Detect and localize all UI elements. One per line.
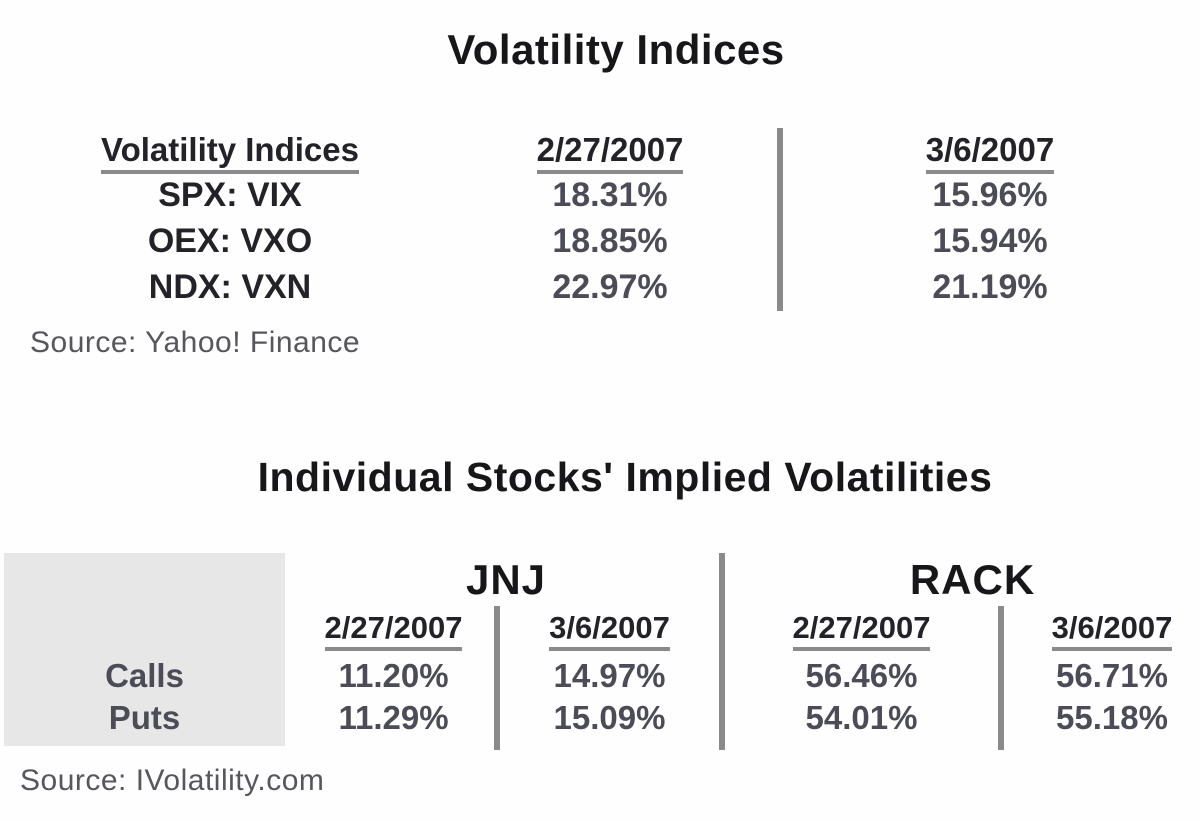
table-row: OEX: VXO 18.85% 15.94% [0,222,1200,266]
group-divider [719,553,725,750]
table-row: SPX: VIX 18.31% 15.96% [0,176,1200,220]
index-value: 15.96% [932,176,1048,214]
column-divider [998,606,1004,750]
indices-row-header: Volatility Indices [30,131,430,174]
stock-group-header-row: JNJ RACK [0,556,1200,603]
index-name-spx-vix: SPX: VIX [158,176,302,214]
ivolatility-source-note: Source: IVolatility.com [20,764,325,797]
calls-value-jnj-2: 14.97% [553,657,666,694]
stock-group-rack: RACK [909,556,1036,603]
indices-header-row: Volatility Indices 2/27/2007 3/6/2007 [0,131,1200,175]
calls-value-jnj-1: 11.20% [338,657,449,694]
column-divider [777,128,783,311]
index-value: 18.31% [552,176,668,214]
puts-value-rack-2: 55.18% [1056,699,1168,736]
jnj-date-header-2: 3/6/2007 [497,610,722,651]
puts-value-jnj-1: 11.29% [338,699,449,736]
rack-date-header-1-label: 2/27/2007 [792,610,931,651]
rack-date-header-1: 2/27/2007 [722,610,1001,651]
jnj-date-header-1: 2/27/2007 [290,610,497,651]
stocks-implied-volatilities-title: Individual Stocks' Implied Volatilities [257,454,993,500]
calls-value-rack-1: 56.46% [805,657,918,694]
stock-group-jnj: JNJ [465,556,547,603]
jnj-date-header-2-label: 3/6/2007 [549,610,670,651]
puts-value-jnj-2: 15.09% [553,699,666,736]
row-label-panel [4,553,285,746]
stocks-date-header-row: 2/27/2007 3/6/2007 2/27/2007 3/6/2007 [0,610,1200,654]
index-name-oex-vxo: OEX: VXO [147,222,313,260]
calls-row-label: Calls [105,657,184,694]
indices-row-header-label: Volatility Indices [101,131,359,174]
index-name-ndx-vxn: NDX: VXN [148,268,312,306]
index-value: 15.94% [932,222,1048,260]
puts-value-rack-1: 54.01% [805,699,918,736]
indices-date-header-2-label: 3/6/2007 [925,131,1055,174]
rack-date-header-2: 3/6/2007 [1001,610,1200,651]
index-value: 18.85% [552,222,668,260]
yahoo-finance-source-note: Source: Yahoo! Finance [30,326,361,359]
indices-date-header-1: 2/27/2007 [440,131,780,174]
calls-value-rack-2: 56.71% [1056,657,1168,694]
index-value: 21.19% [932,268,1048,306]
indices-date-header-2: 3/6/2007 [780,131,1200,174]
indices-date-header-1-label: 2/27/2007 [536,131,684,174]
table-row: NDX: VXN 22.97% 21.19% [0,268,1200,312]
puts-row-label: Puts [108,699,181,736]
jnj-date-header-1-label: 2/27/2007 [324,610,463,651]
index-value: 22.97% [552,268,668,306]
volatility-indices-title: Volatility Indices [447,26,785,73]
calls-row: Calls 11.20% 14.97% 56.46% 56.71% [0,657,1200,701]
rack-date-header-2-label: 3/6/2007 [1051,610,1173,651]
puts-row: Puts 11.29% 15.09% 54.01% 55.18% [0,699,1200,743]
column-divider [494,606,500,750]
